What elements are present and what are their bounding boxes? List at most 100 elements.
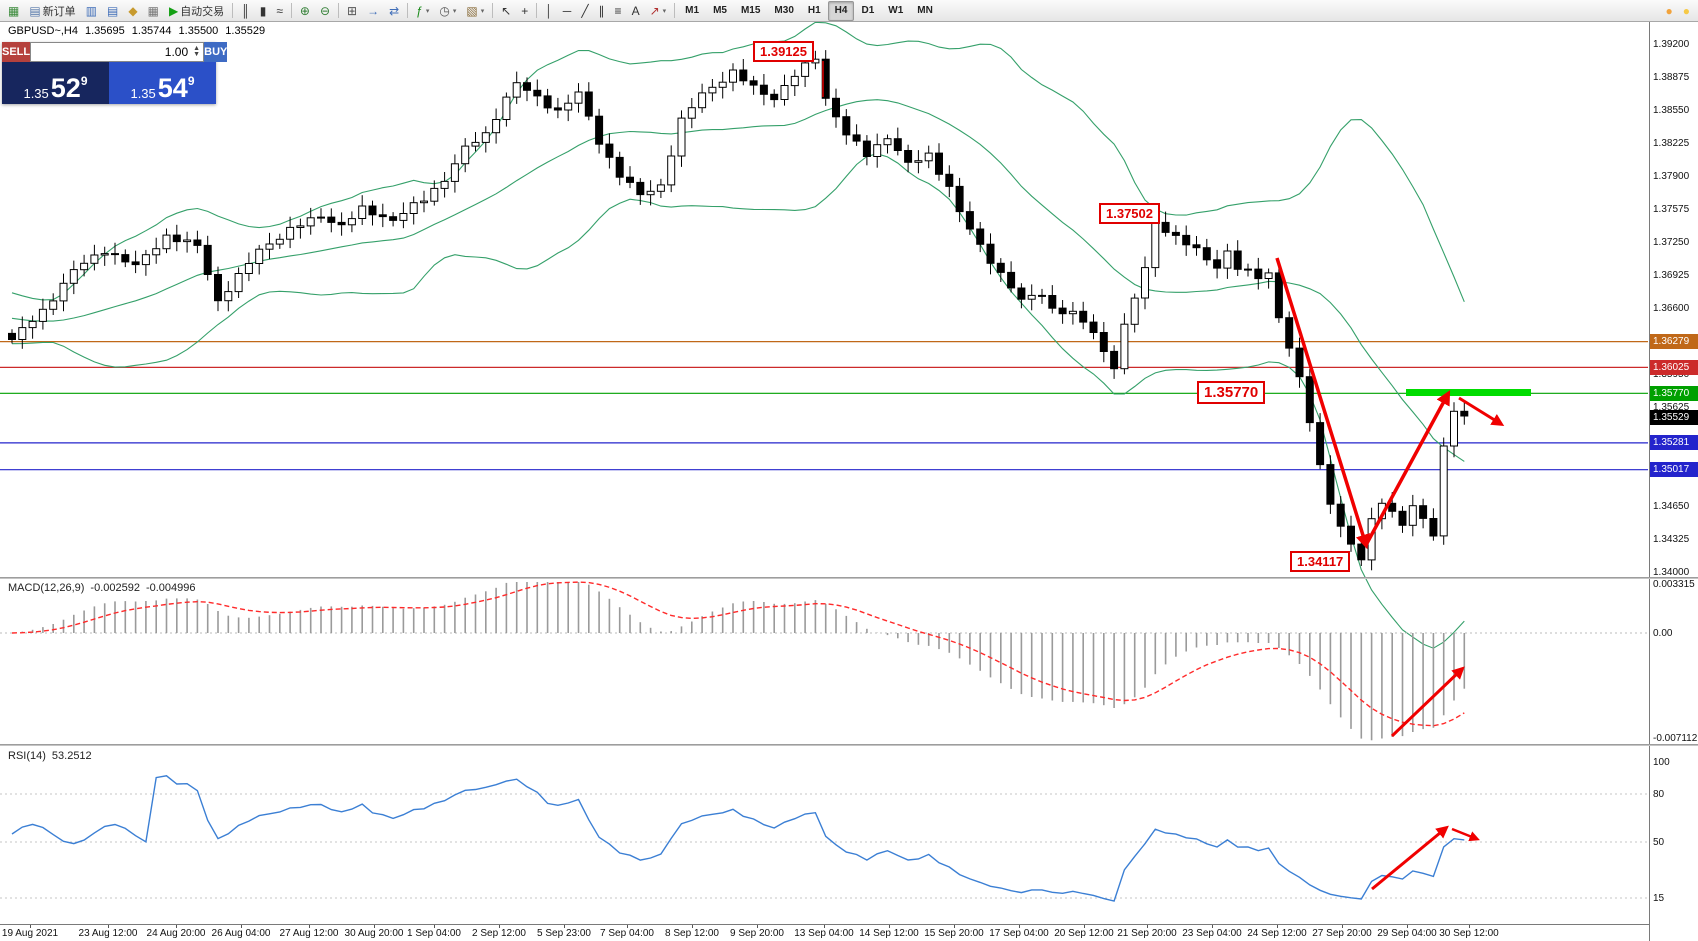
time-tick-label: 14 Sep 12:00 bbox=[859, 928, 919, 939]
time-tick-mark bbox=[108, 925, 109, 928]
timeframe-m5[interactable]: M5 bbox=[713, 5, 727, 16]
timeframe-w1[interactable]: W1 bbox=[888, 5, 904, 16]
trend-arrow-small[interactable] bbox=[1458, 396, 1505, 426]
rsi-axis-label: 80 bbox=[1653, 789, 1665, 800]
price-tick: 1.38225 bbox=[1653, 138, 1690, 149]
line-chart-icon[interactable]: ≈ bbox=[271, 1, 288, 21]
text-icon[interactable]: A bbox=[627, 1, 645, 21]
price-tick: 1.34325 bbox=[1653, 534, 1690, 545]
candlestick-chart-icon[interactable]: ▮ bbox=[255, 1, 272, 21]
rsi-arrow-up[interactable] bbox=[1371, 825, 1449, 891]
price-tick: 1.39200 bbox=[1653, 39, 1690, 50]
templates-button[interactable]: ▧ ▾ bbox=[461, 1, 489, 21]
volume-stepper: ▲ ▼ bbox=[190, 45, 203, 58]
sell-price-pips: 52 bbox=[50, 73, 81, 104]
support-zone-bar[interactable] bbox=[1406, 389, 1531, 396]
price-tick: 1.36600 bbox=[1653, 303, 1690, 314]
buy-price-pips: 54 bbox=[157, 73, 188, 104]
sell-price-panel[interactable]: 1.35 52 9 bbox=[2, 62, 109, 104]
rsi-axis-label: 50 bbox=[1653, 837, 1665, 848]
caret-down-icon: ▾ bbox=[480, 7, 485, 15]
timeframe-d1[interactable]: D1 bbox=[861, 5, 875, 16]
auto-scroll-icon[interactable]: → bbox=[362, 1, 384, 21]
annotation-low-price[interactable]: 1.34117 bbox=[1290, 551, 1351, 572]
metaquotes-icon-icon: ● bbox=[1682, 3, 1690, 18]
macd-arrow-up[interactable] bbox=[1390, 666, 1465, 738]
timeframe-m1[interactable]: M1 bbox=[685, 5, 700, 16]
price-line-axis-label: 1.35770 bbox=[1650, 385, 1698, 401]
time-tick-label: 8 Sep 12:00 bbox=[665, 928, 719, 939]
candlestick-series bbox=[8, 50, 1469, 571]
price-tick: 1.34650 bbox=[1653, 501, 1690, 512]
time-tick-label: 21 Sep 20:00 bbox=[1117, 928, 1177, 939]
rsi-panel-separator[interactable] bbox=[0, 744, 1698, 746]
time-tick-label: 19 Aug 2021 bbox=[1, 928, 59, 939]
timeframe-m30[interactable]: M30 bbox=[774, 5, 794, 16]
price-line-axis-label: 1.36279 bbox=[1650, 334, 1698, 350]
annotation-peak-price[interactable]: 1.39125 bbox=[753, 41, 814, 62]
timeframe-h4[interactable]: H4 bbox=[827, 0, 855, 21]
data-window-icon[interactable]: ▤ bbox=[102, 1, 123, 21]
zoom-out-icon-icon: ⊖ bbox=[319, 3, 331, 18]
channel-icon[interactable]: ∥ bbox=[594, 1, 610, 21]
volume-decrease-icon[interactable]: ▼ bbox=[193, 51, 201, 58]
market-watch-icon[interactable]: ▥ bbox=[81, 1, 102, 21]
arrows-button[interactable]: ↗ ▾ bbox=[645, 1, 672, 21]
fibonacci-icon[interactable]: ≡ bbox=[610, 1, 627, 21]
autotrading-button[interactable]: ▶ 自动交易 bbox=[164, 1, 229, 21]
time-tick-mark bbox=[309, 925, 310, 928]
indicators-button[interactable]: ƒ ▾ bbox=[411, 1, 434, 21]
caret-down-icon: ▾ bbox=[662, 7, 667, 15]
annotation-level-price[interactable]: 1.35770 bbox=[1197, 381, 1266, 404]
timeframe-h1[interactable]: H1 bbox=[807, 5, 821, 16]
volume-increase-icon[interactable]: ▲ bbox=[193, 45, 201, 52]
new-order-icon: ▤ bbox=[29, 3, 41, 18]
timeframe-mn[interactable]: MN bbox=[917, 5, 933, 16]
crosshair-icon[interactable]: + bbox=[516, 1, 533, 21]
time-axis[interactable]: 19 Aug 2021 23 Aug 12:00 24 Aug 20:00 26 Au… bbox=[0, 924, 1649, 941]
buy-price-panel[interactable]: 1.35 54 9 bbox=[109, 62, 216, 104]
navigator-icon[interactable]: ◆ bbox=[123, 1, 142, 21]
time-tick-label: 20 Sep 12:00 bbox=[1054, 928, 1114, 939]
periods-icon: ◷ bbox=[439, 3, 450, 18]
price-line-axis-label: 1.36025 bbox=[1650, 359, 1698, 375]
volume-input[interactable] bbox=[31, 44, 191, 60]
app-chart-icon[interactable]: ▦ bbox=[3, 1, 24, 21]
chart-shift-icon[interactable]: ⇄ bbox=[384, 1, 404, 21]
price-axis[interactable]: 1.39200 1.38875 1.38550 1.38225 1.37900 1.375… bbox=[1649, 22, 1698, 941]
sell-button[interactable]: SELL bbox=[2, 42, 31, 62]
time-tick-mark bbox=[176, 925, 177, 928]
trendline-icon[interactable]: ╱ bbox=[576, 1, 593, 21]
vertical-line-icon[interactable]: │ bbox=[540, 1, 558, 21]
new-order-button[interactable]: ▤ 新订单 bbox=[24, 1, 80, 21]
macd-panel-separator[interactable] bbox=[0, 577, 1698, 579]
trend-arrow-down[interactable] bbox=[1275, 257, 1370, 550]
horizontal-line-icon[interactable]: ─ bbox=[558, 1, 577, 21]
tile-windows-icon[interactable]: ⊞ bbox=[342, 1, 362, 21]
community-icon[interactable]: ● bbox=[1661, 1, 1678, 21]
periods-button[interactable]: ◷ ▾ bbox=[434, 1, 461, 21]
buy-button[interactable]: BUY bbox=[204, 42, 228, 62]
bar-chart-icon[interactable]: ║ bbox=[236, 1, 255, 21]
timeframe-m15[interactable]: M15 bbox=[740, 5, 761, 16]
price-tick: 1.34000 bbox=[1653, 567, 1690, 578]
macd-main-value: -0.002592 bbox=[90, 582, 140, 594]
annotation-swing-high-price[interactable]: 1.37502 bbox=[1099, 203, 1160, 224]
time-tick-mark bbox=[30, 925, 31, 928]
time-tick-label: 27 Sep 20:00 bbox=[1312, 928, 1372, 939]
bar-chart-icon-icon: ║ bbox=[241, 3, 250, 18]
chart-shift-icon-icon: ⇄ bbox=[389, 3, 400, 18]
zoom-in-icon[interactable]: ⊕ bbox=[295, 1, 315, 21]
terminal-icon[interactable]: ▦ bbox=[143, 1, 164, 21]
time-tick-label: 30 Aug 20:00 bbox=[344, 928, 404, 939]
macd-axis-label: 0.00 bbox=[1653, 628, 1673, 639]
metaquotes-icon[interactable]: ● bbox=[1678, 1, 1695, 21]
time-tick-label: 17 Sep 04:00 bbox=[989, 928, 1049, 939]
cursor-icon[interactable]: ↖ bbox=[496, 1, 516, 21]
time-tick-label: 30 Sep 12:00 bbox=[1439, 928, 1499, 939]
zoom-out-icon[interactable]: ⊖ bbox=[315, 1, 335, 21]
rsi-arrow-small[interactable] bbox=[1451, 827, 1480, 842]
trend-arrow-up[interactable] bbox=[1364, 390, 1451, 546]
